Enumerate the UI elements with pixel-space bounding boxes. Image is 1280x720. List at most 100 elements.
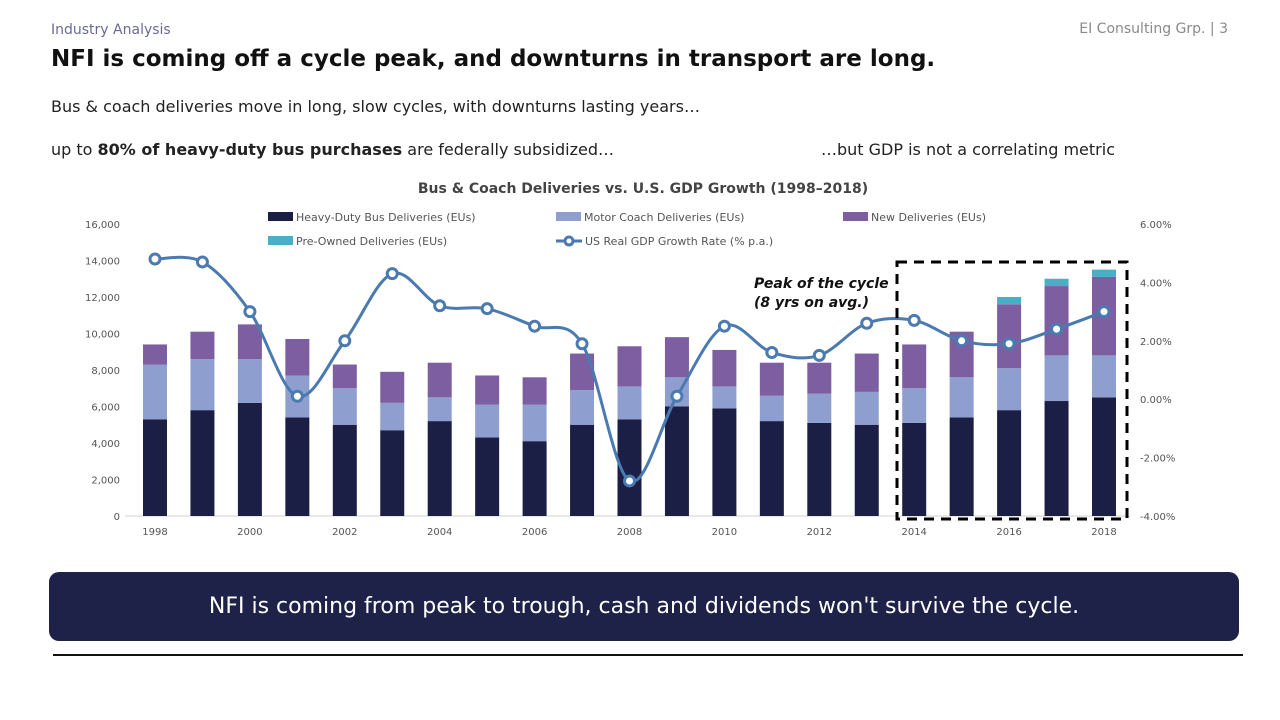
- bar-1999-series-1: [190, 359, 215, 411]
- deliveries-gdp-chart: Bus & Coach Deliveries vs. U.S. GDP Grow…: [85, 181, 1175, 538]
- bar-2002-series-1: [332, 388, 357, 425]
- bar-1998-series-1: [143, 364, 167, 420]
- x-tick-label: 2000: [237, 527, 262, 538]
- gdp-point-2001: [290, 389, 304, 403]
- gdp-point-1998: [148, 252, 162, 266]
- bar-2004-series-1: [427, 397, 452, 422]
- bar-1998-series-2: [143, 344, 167, 365]
- bar-2012-series-0: [807, 422, 832, 516]
- gdp-point-2000: [243, 305, 257, 319]
- gdp-point-2016: [1002, 337, 1016, 351]
- bar-2002-series-0: [332, 424, 357, 516]
- bar-2017-series-2: [1044, 286, 1069, 356]
- peak-highlight-box: [895, 260, 1129, 521]
- subtitle-subsidy: up to 80% of heavy-duty bus purchases ar…: [51, 140, 614, 159]
- bar-2018-series-1: [1092, 355, 1116, 398]
- gdp-point-1999: [195, 255, 209, 269]
- y-tick-label: 6,000: [91, 403, 120, 414]
- bar-2018-series-3: [1092, 269, 1116, 277]
- bar-2017-series-3: [1044, 278, 1069, 287]
- x-tick-label: 2016: [996, 527, 1021, 538]
- gdp-point-2009: [670, 389, 684, 403]
- conclusion-banner: NFI is coming from peak to trough, cash …: [49, 572, 1239, 641]
- x-tick-label: 2002: [332, 527, 357, 538]
- bar-2007-series-0: [570, 424, 595, 516]
- chart-legend: Heavy-Duty Bus Deliveries (EUs) Motor Coa…: [268, 211, 986, 248]
- bar-2010-series-0: [712, 408, 737, 516]
- gdp-point-2004: [433, 299, 447, 313]
- legend-swatch: [268, 212, 293, 221]
- bar-2014-series-1: [902, 388, 927, 423]
- bar-2018-series-0: [1092, 397, 1116, 516]
- bar-2003-series-0: [380, 430, 405, 516]
- bar-2010-series-1: [712, 386, 737, 409]
- y2-tick-label: 6.00%: [1140, 220, 1172, 231]
- bar-2000-series-2: [237, 324, 262, 360]
- bar-2006-series-2: [522, 377, 547, 405]
- brand-page-number: EI Consulting Grp. | 3: [1079, 21, 1228, 37]
- y-tick-label: 12,000: [85, 293, 120, 304]
- bar-1999-series-0: [190, 410, 215, 516]
- bar-2004-series-0: [427, 421, 452, 516]
- gdp-point-2002: [338, 334, 352, 348]
- subsidy-suffix: are federally subsidized…: [402, 140, 614, 159]
- gdp-point-2005: [480, 302, 494, 316]
- gdp-point-2011: [765, 345, 779, 359]
- bar-2001-series-2: [285, 338, 310, 376]
- bar-2001-series-0: [285, 417, 310, 516]
- subtitle-cycles: Bus & coach deliveries move in long, slo…: [51, 97, 700, 116]
- bar-2017-series-0: [1044, 401, 1069, 516]
- subsidy-prefix: up to: [51, 140, 98, 159]
- gdp-point-2010: [717, 319, 731, 333]
- gdp-point-2013: [860, 316, 874, 330]
- bar-2016-series-0: [997, 410, 1022, 516]
- legend-swatch: [843, 212, 868, 221]
- bar-2016-series-3: [997, 297, 1022, 305]
- x-tick-label: 2006: [522, 527, 547, 538]
- bar-2003-series-2: [380, 371, 405, 403]
- gdp-point-2008: [623, 474, 636, 488]
- legend-swatch: [556, 212, 581, 221]
- y2-tick-label: -4.00%: [1140, 512, 1175, 523]
- bar-2007-series-2: [570, 353, 595, 391]
- bar-2009-series-2: [664, 337, 689, 378]
- y2-tick-label: -2.00%: [1140, 454, 1175, 465]
- page-title: NFI is coming off a cycle peak, and down…: [51, 46, 936, 72]
- bar-2005-series-2: [475, 375, 500, 405]
- gdp-point-2018: [1097, 305, 1111, 319]
- bar-2002-series-2: [332, 364, 357, 389]
- gdp-point-2003: [385, 267, 399, 281]
- chart-title: Bus & Coach Deliveries vs. U.S. GDP Grow…: [418, 181, 868, 197]
- bar-2011-series-1: [759, 395, 784, 422]
- legend-marker: [563, 235, 575, 247]
- bar-2012-series-2: [807, 362, 832, 394]
- bar-2005-series-1: [475, 404, 500, 438]
- legend-label: New Deliveries (EUs): [871, 211, 986, 224]
- gdp-line: [148, 252, 1111, 488]
- gdp-line-path: [154, 255, 1105, 484]
- gdp-point-2015: [955, 334, 969, 348]
- bar-2016-series-1: [997, 368, 1022, 411]
- annotation-line1: Peak of the cycle: [754, 276, 889, 292]
- x-tick-label: 2014: [901, 527, 926, 538]
- bar-2004-series-2: [427, 362, 452, 398]
- bar-2013-series-2: [854, 353, 879, 392]
- y-tick-label: 0: [114, 512, 120, 523]
- annotation-line2: (8 yrs on avg.): [754, 295, 869, 311]
- subsidy-bold: 80% of heavy-duty bus purchases: [97, 140, 403, 159]
- legend-label: Heavy-Duty Bus Deliveries (EUs): [296, 211, 476, 224]
- bar-1999-series-2: [190, 331, 215, 360]
- x-tick-label: 2004: [427, 527, 452, 538]
- y2-tick-label: 4.00%: [1140, 278, 1172, 289]
- bar-1998-series-0: [143, 419, 167, 516]
- bar-2017-series-1: [1044, 355, 1069, 402]
- bar-2006-series-0: [522, 441, 547, 516]
- x-tick-label: 2012: [807, 527, 832, 538]
- bar-2013-series-1: [854, 391, 879, 425]
- legend-label: US Real GDP Growth Rate (% p.a.): [585, 235, 773, 248]
- gdp-point-2014: [907, 313, 921, 327]
- bar-2005-series-0: [475, 437, 500, 516]
- y-tick-label: 14,000: [85, 257, 120, 268]
- gdp-point-2007: [575, 337, 589, 351]
- bar-2013-series-0: [854, 424, 879, 516]
